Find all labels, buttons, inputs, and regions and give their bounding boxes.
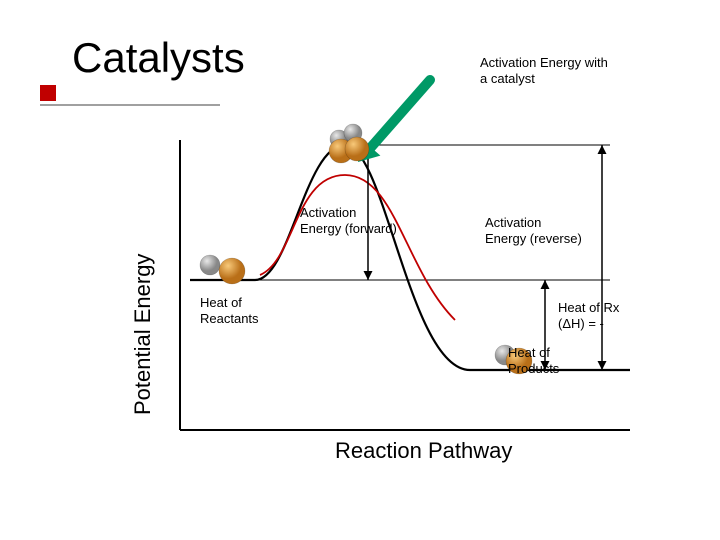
x-axis-label: Reaction Pathway	[335, 438, 512, 464]
page-title: Catalysts	[72, 34, 245, 82]
label-heat-products: Heat of Products	[508, 345, 559, 376]
y-axis-label: Potential Energy	[130, 254, 156, 415]
label-heat-rx: Heat of Rx (ΔH) = -	[558, 300, 619, 331]
accent-line	[40, 104, 220, 106]
label-ea-forward: Activation Energy (forward)	[300, 205, 397, 236]
energy-diagram: Potential Energy Reaction Pathway Activa…	[110, 140, 660, 460]
accent-square	[40, 85, 56, 101]
label-ea-reverse: Activation Energy (reverse)	[485, 215, 582, 246]
label-heat-reactants: Heat of Reactants	[200, 295, 259, 326]
label-ea-catalyst: Activation Energy with a catalyst	[480, 55, 608, 86]
